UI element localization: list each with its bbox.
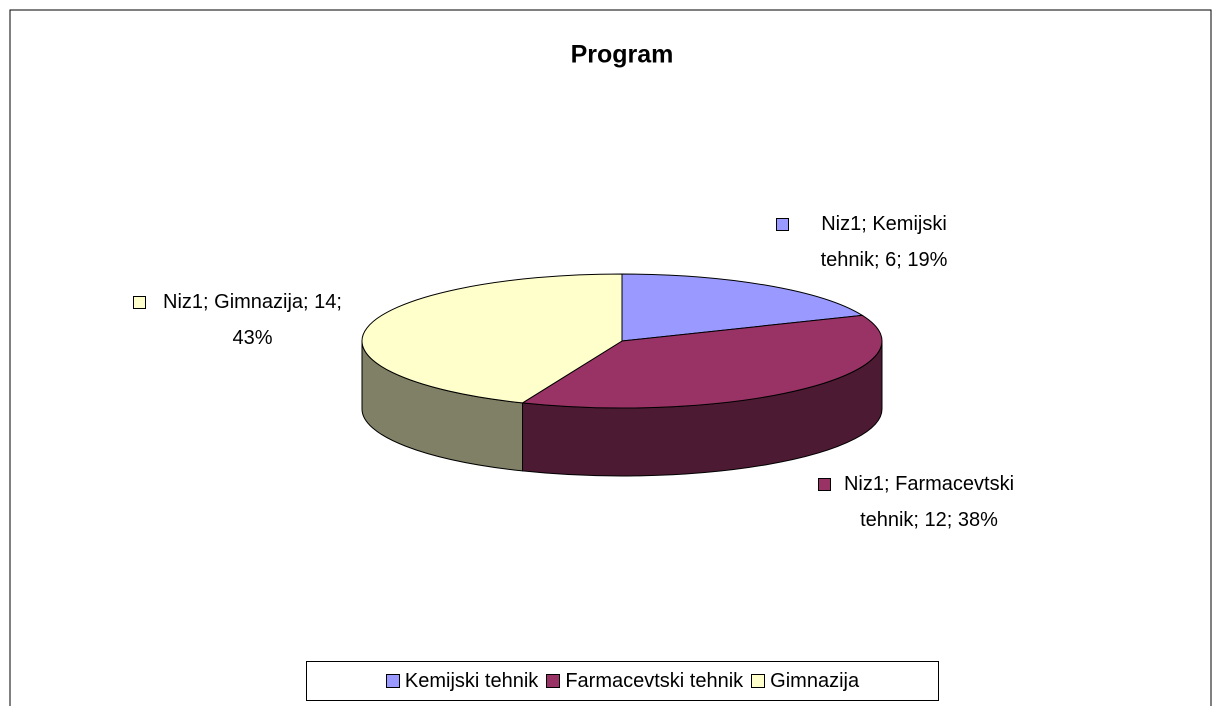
legend-item: Kemijski tehnik [385, 669, 539, 693]
legend-label: Gimnazija [770, 669, 860, 692]
legend-item: Gimnazija [751, 670, 859, 693]
legend: Kemijski tehnik Farmacevtski tehnik Gimnaz… [306, 661, 939, 701]
chart-frame [9, 9, 1212, 706]
label-swatch [133, 296, 146, 309]
data-label: Niz1; Kemijski tehnik; 6; 19% [820, 213, 948, 271]
data-label: Niz1; Gimnazija; 14; 43% [163, 291, 342, 349]
pie-slice [621, 273, 864, 342]
legend-swatch [546, 674, 561, 688]
label-swatch [818, 478, 831, 491]
pie [361, 273, 883, 477]
chart-title: Program [571, 41, 674, 69]
pie-slice [361, 273, 623, 404]
legend-item: Farmacevtski tehnik [546, 670, 743, 693]
data-label: Niz1; Farmacevtski tehnik; 12; 38% [843, 473, 1015, 531]
label-swatch [776, 218, 789, 231]
legend-swatch [751, 674, 766, 688]
legend-swatch [385, 674, 400, 688]
legend-label: Farmacevtski tehnik [565, 669, 744, 692]
legend-label: Kemijski tehnik [404, 669, 539, 692]
pie-slice [521, 314, 883, 409]
